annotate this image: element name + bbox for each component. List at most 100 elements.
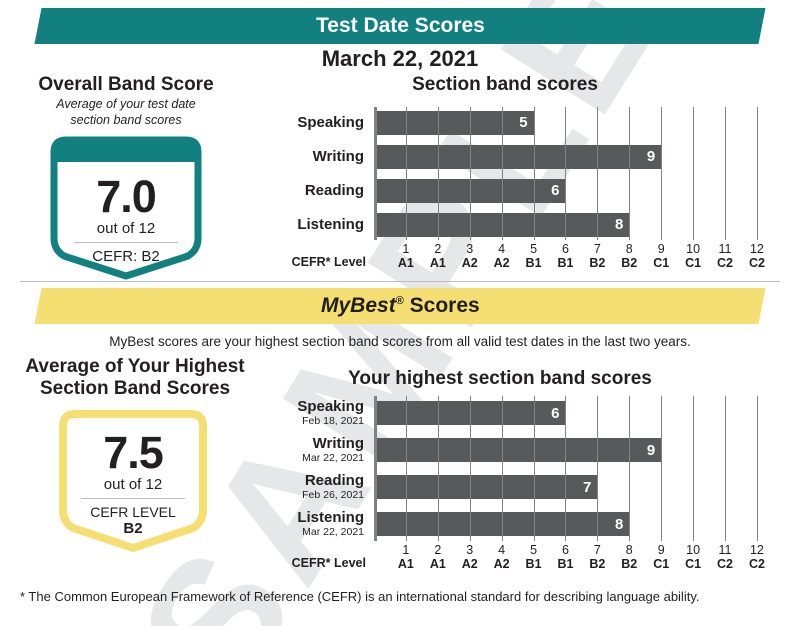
axis-tick-number: 2 <box>434 543 442 557</box>
bar-plot-area: 6 <box>374 396 778 430</box>
badge-shield-shape-yellow <box>59 410 207 552</box>
axis-tick-8: 8 B2 <box>614 543 644 572</box>
axis-tick-cefr: B2 <box>589 256 606 271</box>
axis-tick-cefr: A1 <box>397 557 414 572</box>
bar-row: Speaking Feb 18, 2021 6 <box>278 396 778 430</box>
axis-tick-number: 11 <box>718 543 732 557</box>
mybest-cefr-label: CEFR LEVEL <box>90 504 176 520</box>
axis-tick-cefr: B2 <box>621 256 638 271</box>
overall-band-score-subheading: Average of your test date section band s… <box>18 97 234 128</box>
bar-value-label: 6 <box>551 404 560 422</box>
axis-tick-10: 10 C1 <box>678 543 708 572</box>
average-highest-heading-line1: Average of Your Highest <box>25 356 245 377</box>
bar-row-category: Listening <box>297 215 364 233</box>
bar-plot-area: 5 <box>374 107 778 138</box>
bar-value-label: 9 <box>646 441 656 459</box>
axis-tick-cefr: C1 <box>685 256 702 271</box>
axis-tick-number: 10 <box>686 543 701 557</box>
bar-row-date: Mar 22, 2021 <box>302 525 364 538</box>
bar-row-label: Reading <box>278 182 374 199</box>
mybest-score-value: 7.5 <box>103 427 164 478</box>
axis-tick-6: 6 B1 <box>550 242 580 271</box>
axis-tick-number: 5 <box>530 543 538 557</box>
axis-tick-5: 5 B1 <box>519 242 549 271</box>
bar-row-category: Writing <box>312 147 364 165</box>
axis-tick-number: 3 <box>466 543 474 557</box>
mybest-scores-banner-label: MyBest® Scores <box>321 294 480 318</box>
bar-row: Listening 8 <box>278 209 778 240</box>
axis-tick-number: 12 <box>749 543 764 557</box>
cefr-footnote: * The Common European Framework of Refer… <box>20 589 700 604</box>
overall-band-score-heading: Overall Band Score <box>38 74 214 95</box>
axis-tick-1: 1 A1 <box>391 242 421 271</box>
axis-tick-3: 3 A2 <box>455 543 485 572</box>
axis-tick-number: 5 <box>530 242 538 256</box>
mybest-word: MyBest <box>320 294 396 317</box>
average-highest-heading: Average of Your Highest Section Band Sco… <box>10 356 260 400</box>
bar-row-label: Writing <box>278 147 374 165</box>
bar-plot-area: 9 <box>374 433 778 467</box>
axis-tick-9: 9 C1 <box>646 543 676 572</box>
bar-row: Speaking 5 <box>278 107 778 138</box>
axis-tick-cefr: A2 <box>461 557 478 572</box>
mybest-cefr-value: B2 <box>123 520 143 538</box>
axis-tick-3: 3 A2 <box>455 242 485 271</box>
axis-tick-number: 6 <box>561 543 569 557</box>
axis-tick-cefr: B1 <box>525 256 542 271</box>
section-band-scores-title: Section band scores <box>412 74 598 95</box>
axis-tick-11: 11 C2 <box>710 543 740 572</box>
bar-row-date: Mar 22, 2021 <box>302 451 364 464</box>
average-highest-heading-line2: Section Band Scores <box>39 377 231 399</box>
overall-cefr-value: CEFR: B2 <box>92 248 160 265</box>
axis-tick-number: 8 <box>625 242 633 256</box>
bar-plot-area: 7 <box>374 470 778 504</box>
axis-tick-number: 12 <box>749 242 764 256</box>
bar-row-label: Speaking <box>278 113 374 131</box>
axis-tick-number: 7 <box>593 242 601 256</box>
axis-tick-number: 3 <box>466 242 474 256</box>
axis-tick-cefr: A2 <box>461 256 478 271</box>
axis-tick-number: 1 <box>402 242 410 256</box>
bar-value-label: 9 <box>646 148 656 165</box>
bar-listening: 8 <box>374 212 630 237</box>
section-divider <box>20 281 780 282</box>
mybest-bar-chart: Speaking Feb 18, 2021 6 Writing Mar 22, 2021… <box>278 396 778 573</box>
axis-tick-4: 4 A2 <box>487 543 517 572</box>
mybest-score-outof: out of 12 <box>103 476 163 493</box>
mybest-bar-rows: Speaking Feb 18, 2021 6 Writing Mar 22, 2021… <box>278 396 778 541</box>
axis-tick-number: 4 <box>498 242 506 256</box>
overall-subheading-line1: Average of your test date <box>56 97 196 111</box>
mybest-description: MyBest scores are your highest section b… <box>109 334 691 349</box>
axis-tick-cefr: C1 <box>685 557 702 572</box>
bar-row-category: Speaking <box>297 113 364 131</box>
bar-value-label: 8 <box>614 216 624 233</box>
axis-tick-number: 2 <box>434 242 442 256</box>
axis-tick-number: 11 <box>718 242 732 256</box>
axis-tick-number: 9 <box>657 543 665 557</box>
axis-tick-number: 7 <box>593 543 601 557</box>
test-date-axis-labels: CEFR* Level 1 A1 2 A1 3 A2 4 A2 5 B1 6 B1 7 B2 8 B2 9 C1 1… <box>292 240 778 272</box>
bar-row: Reading 6 <box>278 175 778 206</box>
axis-tick-cefr: C2 <box>717 256 733 271</box>
mybest-axis-labels: CEFR* Level 1 A1 2 A1 3 A2 4 A2 5 B1 6 B1 7 B2 8 B2 9 C1 1… <box>292 541 778 573</box>
axis-tick-cefr: A2 <box>493 256 510 271</box>
mybest-chart-axis <box>374 396 377 541</box>
axis-tick-7: 7 B2 <box>582 242 612 271</box>
axis-tick-9: 9 C1 <box>646 242 676 271</box>
axis-tick-cefr: C2 <box>748 557 765 572</box>
overall-score-value: 7.0 <box>96 171 157 222</box>
bar-row-label: Listening <box>278 215 374 233</box>
registered-trademark-icon: ® <box>395 295 404 307</box>
bar-listening: 8 <box>374 512 630 536</box>
axis-tick-12: 12 C2 <box>742 242 772 271</box>
overall-score-outof: out of 12 <box>96 220 156 237</box>
bar-row-label: Listening Mar 22, 2021 <box>278 510 374 538</box>
axis-tick-cefr: B1 <box>525 557 542 572</box>
axis-tick-number: 8 <box>625 543 633 557</box>
axis-tick-cefr: B1 <box>557 256 574 271</box>
axis-tick-4: 4 A2 <box>487 242 517 271</box>
bar-value-label: 8 <box>614 515 624 533</box>
axis-tick-cefr: B1 <box>557 557 574 572</box>
axis-tick-cefr: C2 <box>748 256 765 271</box>
